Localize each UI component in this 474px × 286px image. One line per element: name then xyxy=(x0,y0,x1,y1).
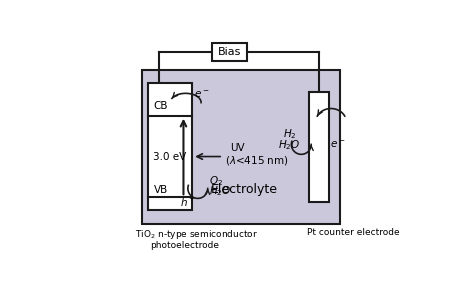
Bar xyxy=(212,43,247,61)
Text: photoelectrode: photoelectrode xyxy=(150,241,219,250)
Text: $h^+$: $h^+$ xyxy=(180,196,196,209)
Text: $O_2$: $O_2$ xyxy=(209,174,223,188)
Text: $H_2$: $H_2$ xyxy=(283,128,296,141)
Text: UV: UV xyxy=(230,143,244,153)
Text: $H_2O$: $H_2O$ xyxy=(278,139,301,152)
Bar xyxy=(148,83,192,210)
Text: Pt counter electrode: Pt counter electrode xyxy=(307,228,400,237)
Text: $e^-$: $e^-$ xyxy=(330,139,346,150)
Text: Electrolyte: Electrolyte xyxy=(211,183,278,196)
Text: $H_2O$: $H_2O$ xyxy=(209,184,231,198)
Bar xyxy=(142,69,340,224)
Text: 3.0 eV: 3.0 eV xyxy=(153,152,186,162)
Bar xyxy=(309,92,329,202)
Text: $e^-$: $e^-$ xyxy=(194,90,210,100)
Text: ($\lambda$<415 nm): ($\lambda$<415 nm) xyxy=(225,154,289,167)
Text: CB: CB xyxy=(154,102,168,111)
Text: VB: VB xyxy=(154,185,168,195)
Text: Bias: Bias xyxy=(218,47,241,57)
Text: TiO$_2$ n-type semiconductor: TiO$_2$ n-type semiconductor xyxy=(135,228,258,241)
